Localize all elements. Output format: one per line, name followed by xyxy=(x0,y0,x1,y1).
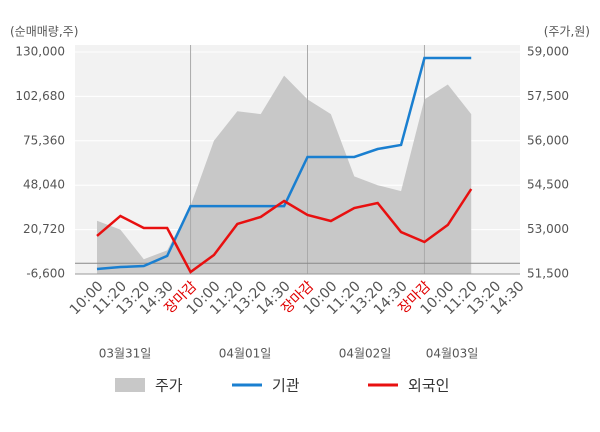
y2-tick-label: 56,000 xyxy=(527,133,569,147)
legend-swatch xyxy=(115,378,145,392)
y-tick-label: 102,680 xyxy=(15,89,65,103)
legend-label: 외국인 xyxy=(408,377,449,395)
y-tick-label: -6,600 xyxy=(26,267,65,281)
legend-label: 주가 xyxy=(155,377,183,395)
y-tick-label: 75,360 xyxy=(23,133,65,147)
y-tick-label: 130,000 xyxy=(15,45,65,59)
y2-tick-label: 57,500 xyxy=(527,89,569,103)
date-label: 04월01일 xyxy=(219,347,272,361)
y2-tick-label: 54,500 xyxy=(527,178,569,192)
date-label: 04월03일 xyxy=(426,347,479,361)
date-label: 03월31일 xyxy=(99,347,152,361)
series-line xyxy=(96,56,472,271)
y-tick-label: 48,040 xyxy=(23,178,65,192)
y-axis-title: (순매매량,주) xyxy=(10,25,78,39)
y-tick-label: 20,720 xyxy=(23,222,65,236)
y2-tick-label: 59,000 xyxy=(527,45,569,59)
legend-label: 기관 xyxy=(272,377,300,395)
y2-tick-label: 53,000 xyxy=(527,222,569,236)
y2-tick-label: 51,500 xyxy=(527,267,569,281)
date-label: 04월02일 xyxy=(339,347,392,361)
series-line xyxy=(96,188,473,274)
y2-axis-title: (주가,원) xyxy=(544,25,590,39)
